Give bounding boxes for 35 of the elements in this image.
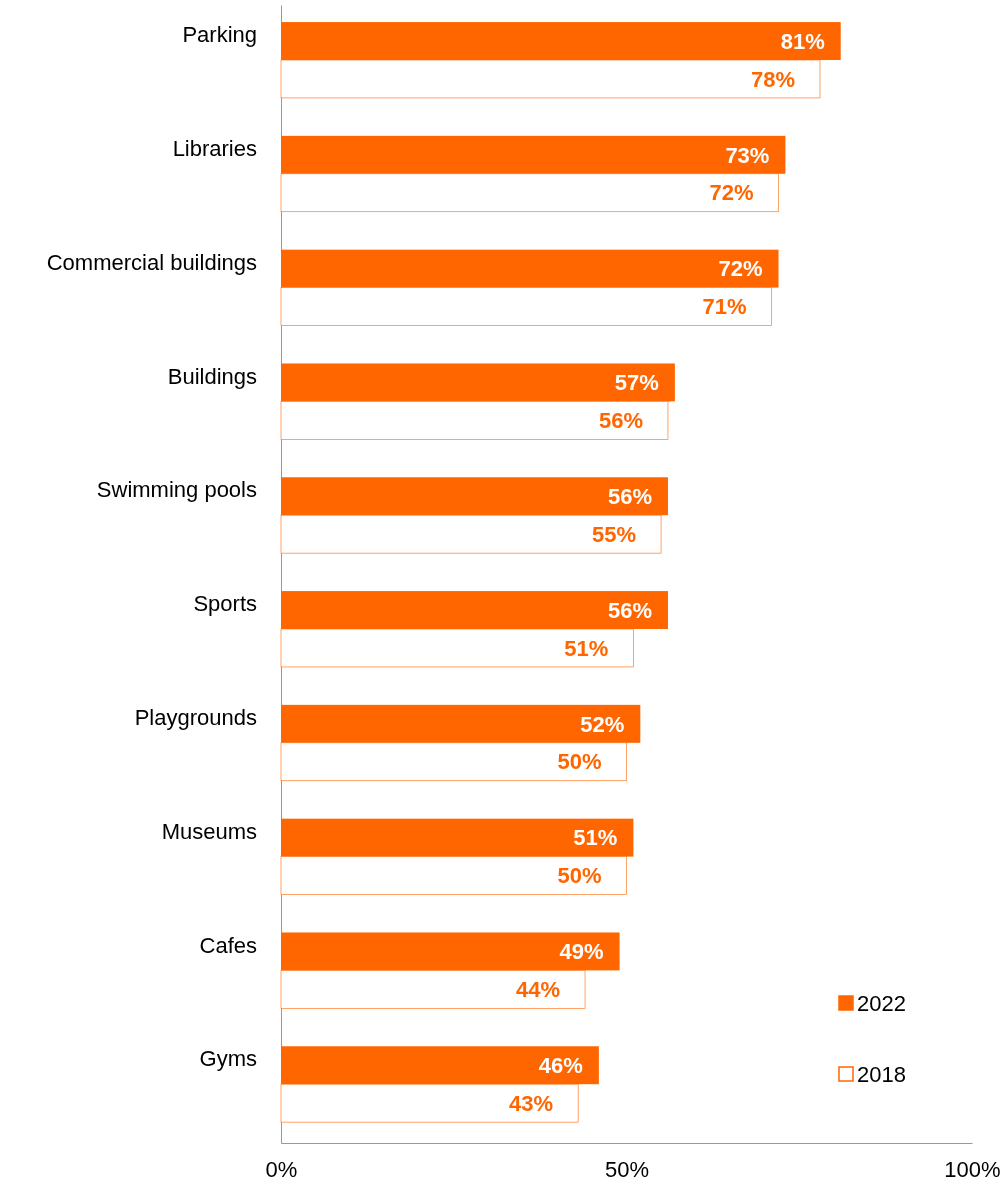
y-tick-label: Cafes xyxy=(199,932,257,958)
data-label: 56% xyxy=(598,408,643,434)
data-label: 55% xyxy=(592,521,637,547)
legend-label: 2022 xyxy=(857,990,906,1016)
y-tick-label: Museums xyxy=(161,818,257,844)
data-label: 57% xyxy=(614,370,659,396)
y-tick-label: Buildings xyxy=(167,363,257,389)
y-tick-label: Sports xyxy=(193,591,257,617)
legend-label: 2018 xyxy=(857,1061,906,1087)
y-tick-label: Gyms xyxy=(199,1046,257,1072)
data-label: 51% xyxy=(573,825,618,851)
data-label: 71% xyxy=(702,294,747,320)
y-tick-label: Commercial buildings xyxy=(46,249,257,275)
data-label: 72% xyxy=(718,256,763,282)
data-label: 81% xyxy=(780,28,825,54)
data-label: 56% xyxy=(607,483,652,509)
data-label: 49% xyxy=(559,939,604,965)
data-label: 50% xyxy=(557,749,602,775)
data-label: 56% xyxy=(607,597,652,623)
data-label: 72% xyxy=(709,180,754,206)
y-tick-label: Parking xyxy=(182,22,257,48)
x-tick-label: 100% xyxy=(944,1156,1001,1182)
x-tick-label: 50% xyxy=(604,1156,650,1182)
data-label: 52% xyxy=(580,711,625,737)
y-tick-label: Swimming pools xyxy=(96,477,257,503)
y-tick-label: Playgrounds xyxy=(134,704,257,730)
data-label: 51% xyxy=(564,635,609,661)
data-label: 43% xyxy=(509,1090,554,1116)
data-label: 78% xyxy=(750,66,795,92)
data-label: 50% xyxy=(557,863,602,889)
data-label: 73% xyxy=(725,142,770,168)
x-tick-label: 0% xyxy=(265,1156,298,1182)
data-label: 44% xyxy=(515,977,561,1003)
y-tick-label: Libraries xyxy=(172,135,257,161)
data-label: 46% xyxy=(538,1052,583,1078)
